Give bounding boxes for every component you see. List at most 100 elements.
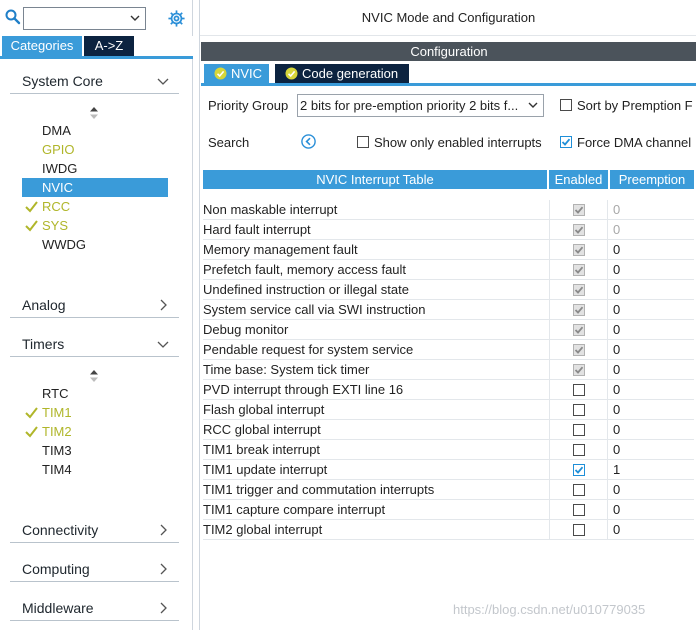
enabled-checkbox xyxy=(573,284,585,296)
enabled-checkbox xyxy=(573,364,585,376)
enabled-cell xyxy=(549,520,608,540)
tab-a-z[interactable]: A->Z xyxy=(84,36,134,56)
table-row[interactable]: TIM1 update interrupt 1 xyxy=(203,460,694,480)
preemption-value[interactable]: 0 xyxy=(613,362,621,377)
preemption-value[interactable]: 0 xyxy=(613,382,621,397)
table-row[interactable]: TIM1 break interrupt 0 xyxy=(203,440,694,460)
tab-nvic[interactable]: NVIC xyxy=(204,64,269,83)
enabled-cell xyxy=(549,200,608,220)
column-header-preemption[interactable]: Preemption xyxy=(610,170,694,189)
priority-group-select[interactable]: 2 bits for pre-emption priority 2 bits f… xyxy=(297,94,544,117)
chevron-right-icon[interactable] xyxy=(157,299,169,311)
preemption-value[interactable]: 1 xyxy=(613,462,621,477)
column-header-name[interactable]: NVIC Interrupt Table xyxy=(203,170,547,189)
enabled-cell xyxy=(549,260,608,280)
enabled-cell xyxy=(549,420,608,440)
table-row[interactable]: RCC global interrupt 0 xyxy=(203,420,694,440)
peripheral-nvic[interactable]: NVIC xyxy=(22,178,168,197)
enabled-checkbox[interactable] xyxy=(573,424,585,436)
table-row[interactable]: Flash global interrupt 0 xyxy=(203,400,694,420)
preemption-value[interactable]: 0 xyxy=(613,302,621,317)
table-row[interactable]: Hard fault interrupt 0 xyxy=(203,220,694,240)
enabled-checkbox[interactable] xyxy=(573,524,585,536)
sort-by-preemption-checkbox[interactable] xyxy=(560,99,572,111)
interrupt-name: Undefined instruction or illegal state xyxy=(203,282,409,297)
chevron-down-icon[interactable] xyxy=(157,75,169,87)
peripheral-tim2[interactable]: TIM2 xyxy=(25,422,72,441)
table-row[interactable]: Prefetch fault, memory access fault 0 xyxy=(203,260,694,280)
enabled-cell xyxy=(549,400,608,420)
preemption-value[interactable]: 0 xyxy=(613,242,621,257)
table-row[interactable]: Undefined instruction or illegal state 0 xyxy=(203,280,694,300)
search-toggle-icon[interactable] xyxy=(301,134,316,149)
search-combo[interactable] xyxy=(23,7,146,30)
table-row[interactable]: Time base: System tick timer 0 xyxy=(203,360,694,380)
peripheral-rcc[interactable]: RCC xyxy=(25,197,70,216)
enabled-cell xyxy=(549,340,608,360)
tab-code-generation[interactable]: Code generation xyxy=(275,64,409,83)
chevron-right-icon[interactable] xyxy=(157,563,169,575)
peripheral-tim3[interactable]: TIM3 xyxy=(42,441,72,460)
tab-categories[interactable]: Categories xyxy=(2,36,82,56)
table-row[interactable]: Pendable request for system service 0 xyxy=(203,340,694,360)
table-row[interactable]: Debug monitor 0 xyxy=(203,320,694,340)
peripheral-tim4[interactable]: TIM4 xyxy=(42,460,72,479)
category-middleware[interactable]: Middleware xyxy=(10,597,179,621)
category-system-core[interactable]: System Core xyxy=(10,70,179,94)
table-row[interactable]: PVD interrupt through EXTI line 16 0 xyxy=(203,380,694,400)
category-timers[interactable]: Timers xyxy=(10,333,179,357)
peripheral-label: DMA xyxy=(42,123,71,138)
force-dma-checkbox[interactable] xyxy=(560,136,572,148)
enabled-cell xyxy=(549,280,608,300)
enabled-checkbox[interactable] xyxy=(573,404,585,416)
search-icon[interactable] xyxy=(5,9,21,25)
preemption-value[interactable]: 0 xyxy=(613,522,621,537)
peripheral-wwdg[interactable]: WWDG xyxy=(42,235,86,254)
enabled-checkbox[interactable] xyxy=(573,484,585,496)
preemption-value[interactable]: 0 xyxy=(613,482,621,497)
peripheral-rtc[interactable]: RTC xyxy=(42,384,68,403)
peripheral-gpio[interactable]: GPIO xyxy=(42,140,75,159)
chevron-down-icon[interactable] xyxy=(129,12,141,24)
column-header-enabled[interactable]: Enabled xyxy=(549,170,608,189)
preemption-value[interactable]: 0 xyxy=(613,222,621,237)
preemption-value[interactable]: 0 xyxy=(613,202,621,217)
chevron-down-icon[interactable] xyxy=(157,338,169,350)
preemption-value[interactable]: 0 xyxy=(613,282,621,297)
preemption-value[interactable]: 0 xyxy=(613,502,621,517)
preemption-value[interactable]: 0 xyxy=(613,402,621,417)
preemption-value[interactable]: 0 xyxy=(613,262,621,277)
category-analog[interactable]: Analog xyxy=(10,294,179,318)
show-only-enabled-checkbox[interactable] xyxy=(357,136,369,148)
peripheral-label: RTC xyxy=(42,386,69,401)
enabled-cell xyxy=(549,300,608,320)
table-row[interactable]: TIM1 trigger and commutation interrupts 0 xyxy=(203,480,694,500)
peripheral-sys[interactable]: SYS xyxy=(25,216,68,235)
preemption-value[interactable]: 0 xyxy=(613,422,621,437)
table-row[interactable]: Memory management fault 0 xyxy=(203,240,694,260)
peripheral-iwdg[interactable]: IWDG xyxy=(42,159,77,178)
table-row[interactable]: TIM2 global interrupt 0 xyxy=(203,520,694,540)
chevron-down-icon[interactable] xyxy=(527,99,539,111)
chevron-right-icon[interactable] xyxy=(157,524,169,536)
table-row[interactable]: System service call via SWI instruction 0 xyxy=(203,300,694,320)
enabled-checkbox[interactable] xyxy=(573,504,585,516)
enabled-checkbox[interactable] xyxy=(573,384,585,396)
sort-by-preemption-label: Sort by Premption F xyxy=(577,98,693,113)
sort-icon[interactable] xyxy=(90,370,98,382)
peripheral-dma[interactable]: DMA xyxy=(42,121,71,140)
preemption-value[interactable]: 0 xyxy=(613,342,621,357)
preemption-value[interactable]: 0 xyxy=(613,322,621,337)
preemption-value[interactable]: 0 xyxy=(613,442,621,457)
peripheral-tim1[interactable]: TIM1 xyxy=(25,403,72,422)
check-icon xyxy=(25,407,38,419)
gear-icon[interactable] xyxy=(167,9,186,28)
category-connectivity[interactable]: Connectivity xyxy=(10,519,179,543)
category-computing[interactable]: Computing xyxy=(10,558,179,582)
enabled-checkbox[interactable] xyxy=(573,444,585,456)
table-row[interactable]: Non maskable interrupt 0 xyxy=(203,200,694,220)
enabled-checkbox[interactable] xyxy=(573,464,585,476)
sort-icon[interactable] xyxy=(90,107,98,119)
table-row[interactable]: TIM1 capture compare interrupt 0 xyxy=(203,500,694,520)
chevron-right-icon[interactable] xyxy=(157,602,169,614)
